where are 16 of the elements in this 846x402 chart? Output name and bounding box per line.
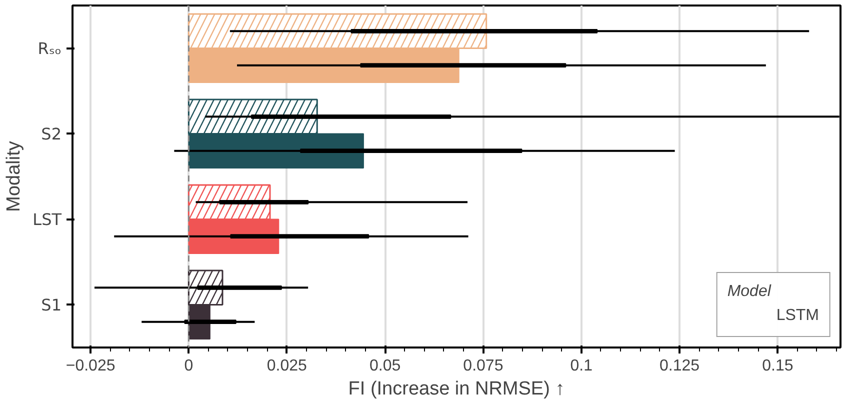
y-tick-label: S2 [41, 124, 62, 144]
text: LSTM [776, 307, 819, 325]
y-tick-label: Rₛₒ [38, 38, 62, 58]
y-tick-label: S1 [41, 295, 62, 314]
x-tick-label: 0.025 [266, 358, 307, 374]
legend-title: Model [727, 283, 772, 301]
x-tick-label: 0.05 [369, 358, 401, 374]
y-tick-label: LST [32, 210, 62, 229]
x-tick-label: 0.1 [570, 358, 593, 374]
y-axis-title: Modality [4, 140, 25, 212]
x-tick-label: −0.025 [66, 358, 116, 374]
x-tick-label: 0.15 [762, 358, 794, 374]
x-axis-title: FI (Increase in NRMSE) ↑ [348, 378, 565, 400]
x-tick-label: 0 [184, 358, 194, 374]
x-tick-label: 0.125 [660, 358, 700, 374]
x-tick-label: 0.075 [463, 358, 504, 374]
